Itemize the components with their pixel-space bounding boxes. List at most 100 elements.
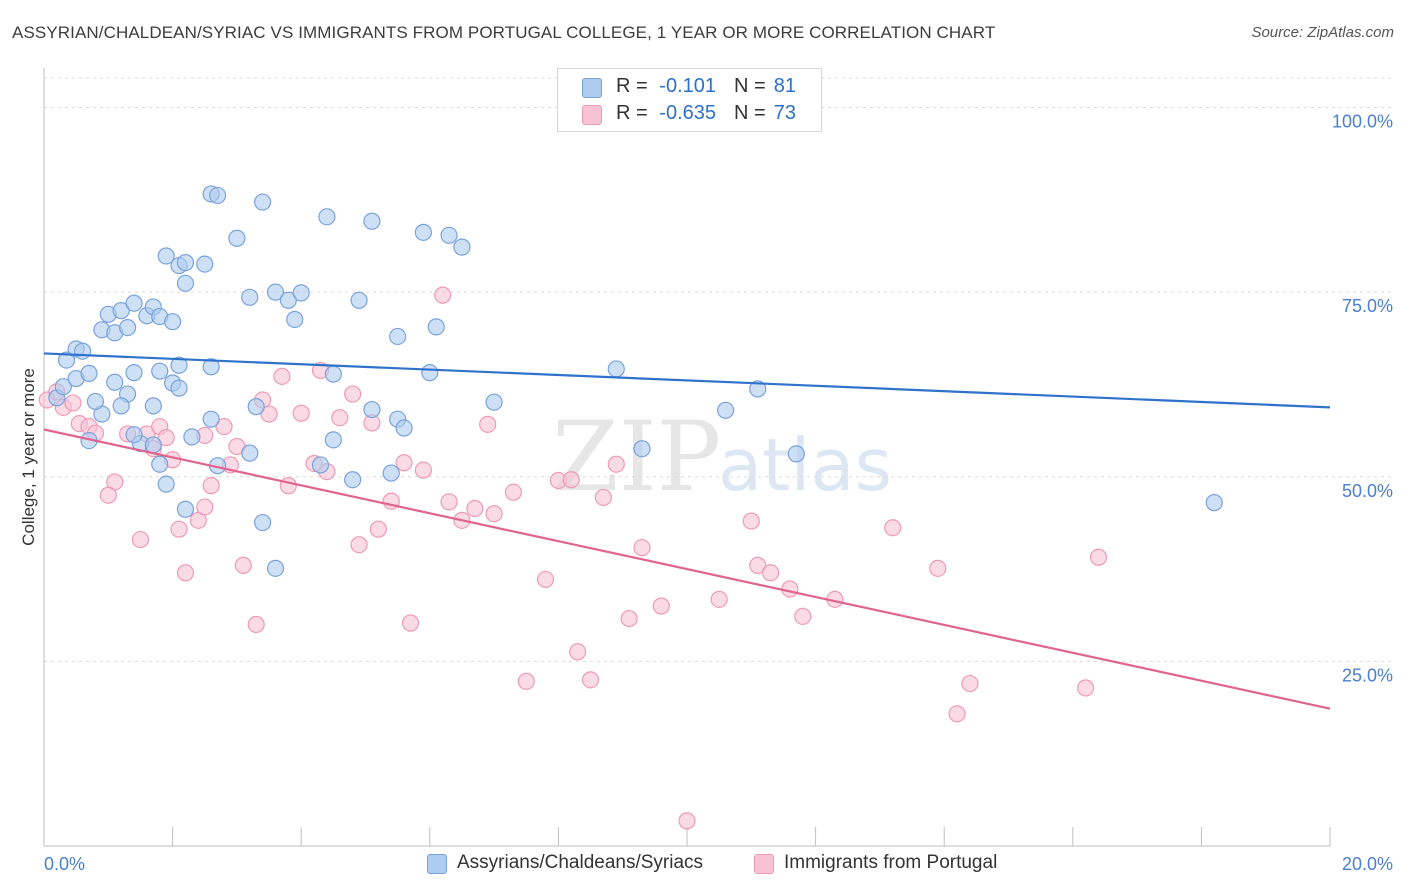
point-assyrian xyxy=(1205,494,1223,512)
point-portugal xyxy=(273,367,291,385)
legend-row-series1: R = -0.101 N = 81 xyxy=(558,74,821,100)
point-assyrian xyxy=(118,319,137,337)
point-assyrian xyxy=(254,193,272,211)
point-portugal xyxy=(344,385,362,403)
point-portugal xyxy=(279,477,297,495)
point-portugal xyxy=(633,539,651,557)
point-portugal xyxy=(215,417,233,436)
legend-swatch-pink xyxy=(582,105,602,125)
point-assyrian xyxy=(80,364,98,382)
point-assyrian xyxy=(453,238,471,256)
point-assyrian xyxy=(440,226,458,244)
point-assyrian xyxy=(54,378,72,396)
legend: R = -0.101 N = 81 R = -0.635 N = 73 xyxy=(557,68,822,132)
point-assyrian xyxy=(125,294,143,312)
point-assyrian xyxy=(176,274,195,292)
trend-line-assyrian xyxy=(43,352,1331,409)
point-assyrian xyxy=(382,464,400,482)
point-assyrian xyxy=(787,445,805,463)
point-assyrian xyxy=(57,351,76,369)
point-assyrian xyxy=(254,513,272,532)
point-assyrian xyxy=(318,208,336,226)
point-assyrian xyxy=(266,283,285,301)
point-portugal xyxy=(292,404,310,422)
point-portugal xyxy=(369,520,387,538)
watermark-zip: ZIP xyxy=(552,401,721,513)
point-assyrian xyxy=(414,223,432,241)
point-assyrian xyxy=(202,410,220,428)
legend-n-value: 73 xyxy=(773,102,796,124)
y-axis-label: College, 1 year or more xyxy=(19,368,38,546)
legend-n-label: N = xyxy=(734,102,766,124)
point-assyrian xyxy=(279,291,297,309)
point-portugal xyxy=(157,429,175,447)
point-portugal xyxy=(594,488,613,507)
point-portugal xyxy=(569,643,587,661)
point-portugal xyxy=(652,597,670,615)
point-portugal xyxy=(1089,548,1108,566)
point-assyrian xyxy=(125,364,143,382)
point-portugal xyxy=(1077,679,1095,697)
point-portugal xyxy=(99,486,117,504)
watermark: ZIP atlas xyxy=(552,401,892,513)
point-portugal xyxy=(884,519,902,537)
point-portugal xyxy=(170,520,188,538)
point-assyrian xyxy=(749,380,767,398)
point-assyrian xyxy=(241,444,259,462)
legend-row-series2: R = -0.635 N = 73 xyxy=(558,101,821,127)
y-tick-label: 50.0% xyxy=(1342,481,1393,501)
point-portugal xyxy=(781,580,799,598)
point-portugal xyxy=(260,405,278,423)
trend-lines xyxy=(43,352,1331,710)
point-portugal xyxy=(434,286,452,304)
point-portugal xyxy=(948,705,966,723)
point-assyrian xyxy=(485,393,503,411)
point-assyrian xyxy=(151,362,169,380)
point-assyrian xyxy=(196,255,214,273)
point-assyrian xyxy=(266,559,285,577)
point-portugal xyxy=(742,512,760,530)
point-portugal xyxy=(710,590,728,608)
point-portugal xyxy=(536,570,555,589)
axes xyxy=(43,68,1331,847)
point-assyrian xyxy=(241,288,259,306)
point-assyrian xyxy=(112,302,130,320)
point-assyrian xyxy=(427,318,445,336)
legend-n-value: 81 xyxy=(773,75,796,97)
data-points xyxy=(38,185,1223,830)
point-portugal xyxy=(401,614,420,632)
trend-line-portugal xyxy=(43,428,1331,710)
point-assyrian xyxy=(209,186,227,205)
point-assyrian xyxy=(247,398,265,416)
point-portugal xyxy=(504,483,522,501)
point-assyrian xyxy=(170,356,188,374)
point-assyrian xyxy=(607,360,625,378)
point-portugal xyxy=(466,499,484,518)
point-assyrian xyxy=(183,428,201,446)
point-assyrian xyxy=(176,500,195,518)
point-assyrian xyxy=(324,431,342,449)
watermark-atlas: atlas xyxy=(718,423,892,507)
point-assyrian xyxy=(202,358,220,376)
point-portugal xyxy=(929,559,947,577)
point-assyrian xyxy=(421,364,439,382)
point-portugal xyxy=(961,674,979,693)
grid-lines xyxy=(44,77,1392,662)
chart-title: ASSYRIAN/CHALDEAN/SYRIAC VS IMMIGRANTS F… xyxy=(12,23,996,42)
point-assyrian xyxy=(363,212,381,230)
point-assyrian xyxy=(350,291,368,309)
point-assyrian xyxy=(125,426,143,444)
bottom-legend-swatch-pink xyxy=(754,854,774,874)
point-portugal xyxy=(761,564,780,582)
point-assyrian xyxy=(170,379,188,397)
point-assyrian xyxy=(151,455,169,473)
y-tick-label: 25.0% xyxy=(1342,665,1393,685)
point-portugal xyxy=(64,394,82,412)
point-portugal xyxy=(440,493,458,511)
point-assyrian xyxy=(106,373,124,391)
point-portugal xyxy=(331,409,349,427)
point-portugal xyxy=(607,455,625,473)
point-assyrian xyxy=(164,313,182,331)
point-portugal xyxy=(620,609,638,628)
